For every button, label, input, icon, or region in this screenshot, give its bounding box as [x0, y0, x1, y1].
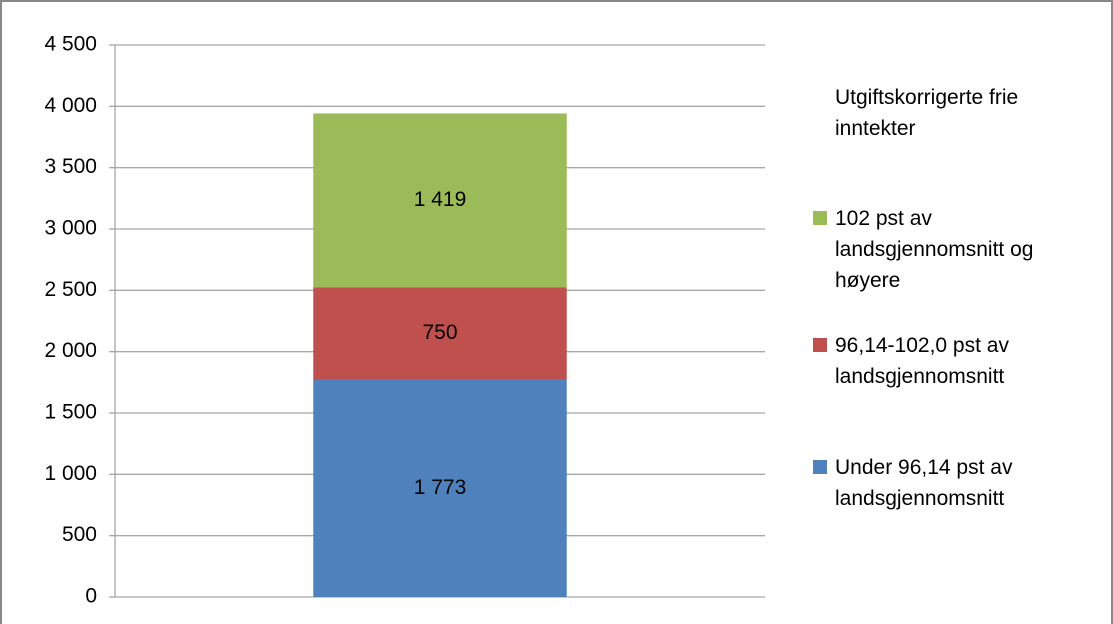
y-tick-label: 0 — [85, 585, 97, 608]
y-tick-label: 2 500 — [44, 278, 97, 301]
y-tick-label: 2 000 — [44, 339, 97, 362]
y-tick-label: 4 000 — [44, 94, 97, 117]
y-tick-label: 1 000 — [44, 462, 97, 485]
legend-swatch — [813, 460, 827, 474]
legend-title: Utgiftskorrigerte frie inntekter — [835, 86, 1019, 140]
legend-swatch — [813, 211, 827, 225]
y-tick-label: 4 500 — [44, 33, 97, 56]
data-label: 1 419 — [414, 188, 467, 211]
y-tick-label: 500 — [62, 523, 97, 546]
data-label: 1 773 — [414, 476, 467, 499]
legend-label: 102 pst av landsgjennomsnitt og høyere — [835, 207, 1034, 292]
bar-segment — [313, 287, 567, 380]
data-label: 750 — [422, 321, 457, 344]
legend-label: 96,14-102,0 pst av landsgjennomsnitt — [835, 334, 1009, 388]
bar-segment — [313, 113, 567, 288]
y-tick-label: 3 000 — [44, 217, 97, 240]
bar-segment — [313, 379, 567, 597]
y-tick-label: 1 500 — [44, 401, 97, 424]
legend-label: Under 96,14 pst av landsgjennomsnitt — [835, 456, 1013, 510]
legend-swatch — [813, 338, 827, 352]
y-tick-label: 3 500 — [44, 155, 97, 178]
